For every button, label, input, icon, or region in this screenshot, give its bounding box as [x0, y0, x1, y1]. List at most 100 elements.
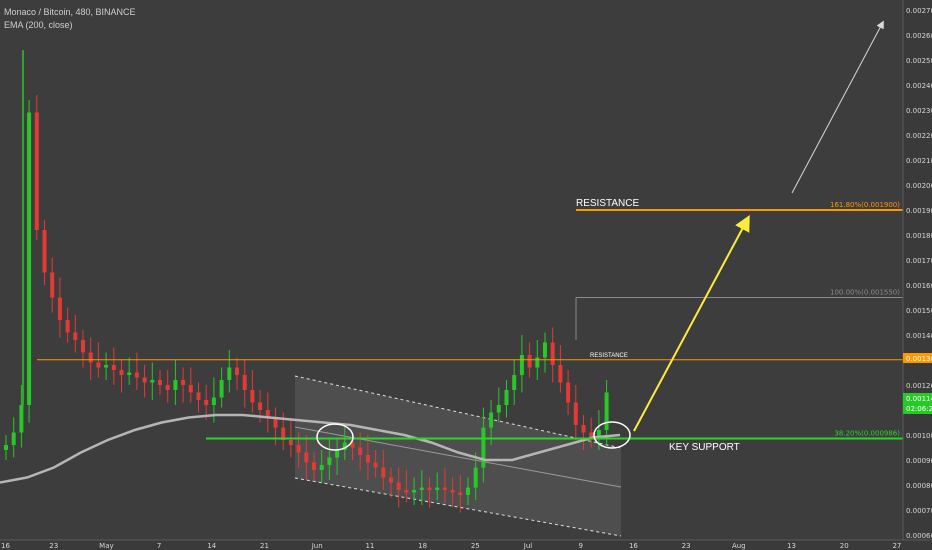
last-price-label: 0.001144 — [906, 395, 932, 403]
candle-body — [389, 477, 393, 483]
level-label-fib-100: 100.00%(0.001550) — [830, 289, 900, 297]
candle-body — [558, 365, 563, 383]
y-tick-label: 0.000700 — [906, 507, 932, 515]
candle — [250, 370, 255, 413]
candle-body — [581, 425, 586, 433]
y-tick-label: 0.001000 — [906, 432, 932, 440]
candle-body — [65, 320, 70, 333]
candle-body — [235, 367, 239, 375]
candle-body — [535, 357, 540, 368]
candle — [119, 360, 124, 393]
candle — [57, 277, 62, 338]
candle-body — [512, 375, 517, 390]
current-price-label: 0.001301 — [906, 355, 932, 363]
candle-body — [227, 367, 232, 380]
candle-body — [496, 405, 501, 413]
candle — [396, 467, 401, 508]
projection-arrow-yellow — [633, 214, 750, 432]
candle-body — [412, 490, 417, 493]
candle — [65, 307, 70, 343]
level-label-fib-161: 161.80%(0.001900) — [830, 201, 900, 209]
candle-body — [73, 332, 78, 340]
candle — [604, 380, 609, 445]
candle — [50, 257, 55, 313]
y-tick-label: 0.001500 — [906, 307, 932, 315]
candle — [42, 220, 47, 285]
projection-arrow-white — [791, 20, 884, 194]
x-tick-label: 18 — [418, 542, 427, 550]
candle — [196, 382, 201, 413]
candle-body — [96, 362, 101, 368]
price-axis-band — [903, 0, 932, 550]
candle — [219, 367, 224, 408]
candle — [566, 370, 571, 415]
candle-body — [481, 427, 486, 468]
candle-body — [466, 487, 470, 495]
candle-body — [134, 372, 139, 378]
y-tick-label: 0.002500 — [906, 57, 932, 65]
x-tick-label: 14 — [207, 542, 216, 550]
candle-body — [396, 482, 401, 490]
candle-body — [42, 230, 47, 273]
candle — [450, 477, 455, 508]
candle-body — [550, 342, 555, 365]
candle-body — [181, 380, 186, 385]
candle — [19, 385, 24, 448]
level-label-fib-38: 38.20%(0.000986) — [834, 430, 900, 438]
candle-body — [543, 342, 547, 358]
candle — [581, 415, 586, 450]
candle-body — [211, 397, 216, 405]
candle-body — [473, 467, 478, 488]
time-axis-band — [0, 540, 932, 550]
candle-body — [312, 462, 316, 470]
x-tick-label: May — [99, 542, 113, 550]
last-price-badge — [903, 393, 932, 414]
candle-body — [350, 442, 355, 448]
candle — [235, 357, 239, 390]
candle — [365, 435, 370, 480]
candle — [173, 360, 178, 405]
y-tick-label: 0.001200 — [906, 382, 932, 390]
candle-body — [604, 392, 609, 430]
x-tick-label: 25 — [471, 542, 480, 550]
y-tick-label: 0.001900 — [906, 207, 932, 215]
key-support-label: KEY SUPPORT — [669, 442, 740, 453]
x-tick-label: 13 — [787, 542, 796, 550]
x-tick-label: Jun — [311, 542, 323, 550]
candle — [496, 387, 501, 423]
candle — [558, 345, 563, 393]
y-tick-label: 0.002000 — [906, 182, 932, 190]
x-tick-label: 16 — [629, 542, 638, 550]
descending-channel — [294, 375, 622, 537]
candle-body — [596, 430, 601, 438]
ema-path — [0, 413, 621, 484]
x-tick-label: 21 — [260, 542, 269, 550]
candle-body — [173, 380, 178, 390]
candle — [473, 452, 478, 500]
candle — [589, 417, 594, 448]
y-tick-label: 0.002600 — [906, 32, 932, 40]
candle — [188, 367, 193, 403]
candle-body — [258, 402, 263, 410]
candle-body — [373, 462, 378, 468]
candle — [335, 437, 340, 475]
candle — [81, 330, 85, 368]
candle-body — [342, 442, 347, 450]
x-tick-label: Jul — [523, 542, 533, 550]
candle-body — [288, 440, 293, 445]
fib-levels: 161.80%(0.001900) 100.00%(0.001550) 38.20%… — [37, 201, 903, 440]
x-tick-label: 23 — [682, 542, 691, 550]
candle — [204, 385, 209, 420]
x-tick-label: Aug — [732, 542, 746, 550]
indicator-title: EMA (200, close) — [4, 20, 73, 30]
candle-body — [104, 365, 109, 368]
candle — [427, 477, 432, 508]
candle-body — [489, 412, 494, 428]
price-badges: 0.001301 0.001144 02:06:29 — [903, 353, 932, 414]
candle-body — [188, 385, 193, 393]
candle — [73, 315, 78, 353]
candle-body — [450, 490, 455, 493]
y-tick-label: 0.002700 — [906, 7, 932, 15]
candle-body — [250, 390, 255, 403]
